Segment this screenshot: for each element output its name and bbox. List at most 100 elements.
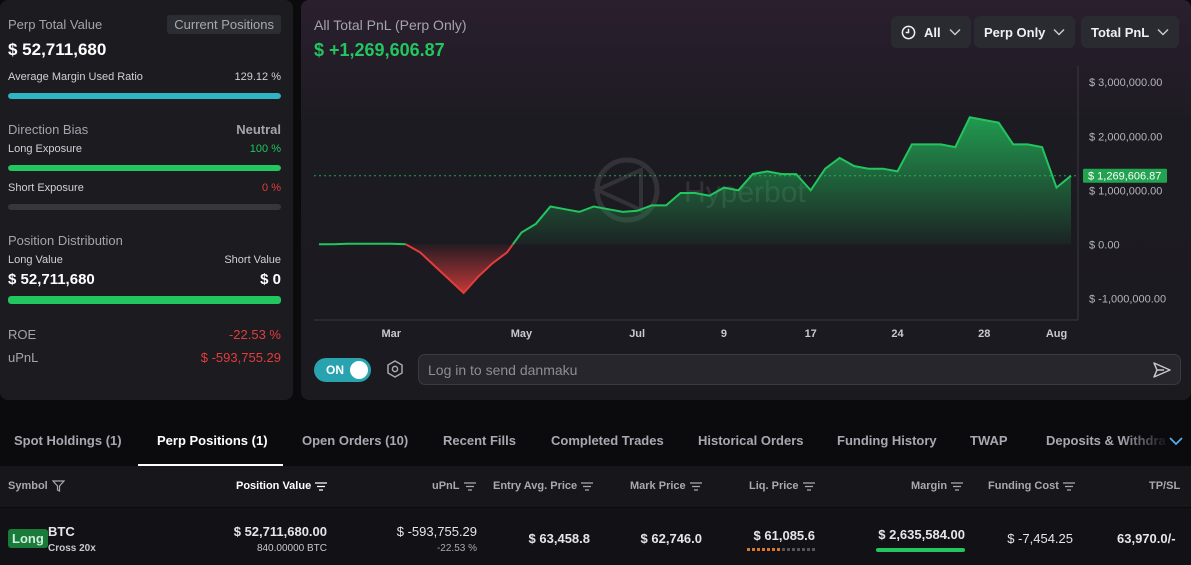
scope-dropdown[interactable]: Perp Only [974,16,1076,48]
x-tick-label: Mar [382,328,402,340]
row-liq-price: $ 61,085.6 [753,528,815,543]
header-entry-price-label: Entry Avg. Price [493,480,578,492]
short-value: $ 0 [260,271,281,288]
upnl-label: uPnL [8,350,39,365]
side-badge: Long [8,529,48,548]
active-tab-underline [138,464,283,466]
header-position-value[interactable]: Position Value [236,480,328,492]
header-position-value-label: Position Value [236,480,312,492]
pnl-chart[interactable]: Hyperbot $ 3,000,000.00$ 2,000,000.00$ 1… [301,0,1191,400]
tab-open-orders[interactable]: Open Orders (10) [302,433,409,448]
tab-historical-orders[interactable]: Historical Orders [698,433,804,448]
send-icon[interactable] [1152,361,1172,379]
tab-overflow-fade [1120,418,1170,466]
danmaku-box [418,354,1181,385]
current-value-tag: $ 1,269,606.87 [1083,168,1167,183]
header-tpsl-label: TP/SL [1149,480,1181,492]
tab-twap[interactable]: TWAP [970,433,1008,448]
sort-icon [463,481,476,491]
sort-icon [951,481,964,491]
upnl-value: $ -593,755.29 [200,350,281,365]
chevron-down-icon [949,28,961,36]
header-funding-cost[interactable]: Funding Cost [988,480,1075,492]
sort-icon [802,481,815,491]
settings-hex-icon[interactable] [385,359,405,379]
sort-icon [689,481,702,491]
header-symbol[interactable]: Symbol [8,480,65,492]
chevron-down-icon [1053,28,1065,36]
y-tick-label: $ 0.00 [1089,239,1120,251]
x-tick-label: 9 [721,328,727,340]
avg-margin-row: Average Margin Used Ratio 129.12 % [8,71,281,83]
pnl-line-positive [512,116,1072,245]
header-upnl-label: uPnL [432,480,460,492]
toggle-knob [350,361,368,379]
row-funding-cost: $ -7,454.25 [1007,531,1073,546]
sort-icon [1062,481,1075,491]
header-margin[interactable]: Margin [911,480,964,492]
perp-total-header: Perp Total Value Current Positions [8,15,281,34]
distribution-bar [8,296,281,304]
scope-dropdown-label: Perp Only [984,24,1046,40]
roe-value: -22.53 % [228,327,281,342]
position-distribution-row: Position Distribution [8,233,281,248]
pnl-line-positive [319,242,406,246]
sort-icon [315,481,328,491]
long-exposure-bar-fill [8,165,281,171]
filter-icon[interactable] [51,480,65,492]
perp-total-label: Perp Total Value [8,17,103,32]
danmaku-input[interactable] [428,361,1128,379]
roe-row: ROE -22.53 % [8,327,281,342]
header-margin-label: Margin [911,480,948,492]
avg-margin-bar [8,93,281,99]
row-margin: $ 2,635,584.00 [878,527,965,542]
long-exposure-value: 100 % [249,143,281,155]
tab-perp-positions[interactable]: Perp Positions (1) [157,433,268,448]
direction-bias-row: Direction Bias Neutral [8,122,281,137]
positions-table-header: Symbol Position Value uPnL Entry Avg. Pr… [0,466,1191,507]
long-exposure-label: Long Exposure [8,143,82,155]
row-symbol[interactable]: BTC [48,524,75,539]
upnl-row: uPnL $ -593,755.29 [8,350,281,365]
avg-margin-bar-fill [8,93,281,99]
chart-total-pnl: $ +1,269,606.87 [314,40,445,60]
y-tick-label: $ 2,000,000.00 [1089,131,1162,143]
distribution-bar-fill [8,296,281,304]
range-dropdown[interactable]: All [891,16,971,48]
x-tick-label: Aug [1046,328,1067,340]
margin-ratio-bar [876,548,965,552]
long-exposure-row: Long Exposure 100 % [8,143,281,155]
short-exposure-bar [8,204,281,210]
header-entry-price[interactable]: Entry Avg. Price [493,480,594,492]
pnl-area-negative [405,244,513,293]
liq-distance-indicator [747,548,815,551]
metric-dropdown[interactable]: Total PnL [1081,16,1180,48]
chevron-down-icon[interactable] [1167,432,1185,450]
tab-completed-trades[interactable]: Completed Trades [551,433,664,448]
tab-spot-holdings[interactable]: Spot Holdings (1) [14,433,122,448]
direction-bias-label: Direction Bias [8,122,89,137]
positions-tab-bar: Spot Holdings (1) Perp Positions (1) Ope… [0,418,1191,466]
danmaku-toggle[interactable]: ON [314,358,371,382]
svg-text:$ 1,269,606.87: $ 1,269,606.87 [1088,171,1161,183]
header-liq-price[interactable]: Liq. Price [749,480,815,492]
perp-total-value: $ 52,711,680 [8,40,107,59]
distribution-labels-row: Long Value Short Value [8,254,281,266]
table-row[interactable]: Long BTC Cross 20x $ 52,711,680.00 840.0… [0,508,1191,565]
tab-funding-history[interactable]: Funding History [837,433,937,448]
y-tick-label: $ 1,000,000.00 [1089,185,1162,197]
row-entry-price: $ 63,458.8 [528,531,590,546]
current-positions-button[interactable]: Current Positions [167,15,281,34]
range-dropdown-label: All [924,24,941,40]
row-upnl: $ -593,755.29 [396,524,477,539]
row-tpsl[interactable]: 63,970.0/- [1117,531,1176,546]
header-upnl[interactable]: uPnL [432,480,476,492]
metric-dropdown-label: Total PnL [1091,24,1150,40]
position-distribution-label: Position Distribution [8,233,123,248]
header-tpsl: TP/SL [1149,480,1180,492]
header-mark-price[interactable]: Mark Price [630,480,702,492]
row-upnl-pct: -22.53 % [436,543,477,554]
pnl-chart-panel: Hyperbot $ 3,000,000.00$ 2,000,000.00$ 1… [301,0,1191,400]
chart-title: All Total PnL (Perp Only) [314,17,467,33]
tab-recent-fills[interactable]: Recent Fills [443,433,516,448]
